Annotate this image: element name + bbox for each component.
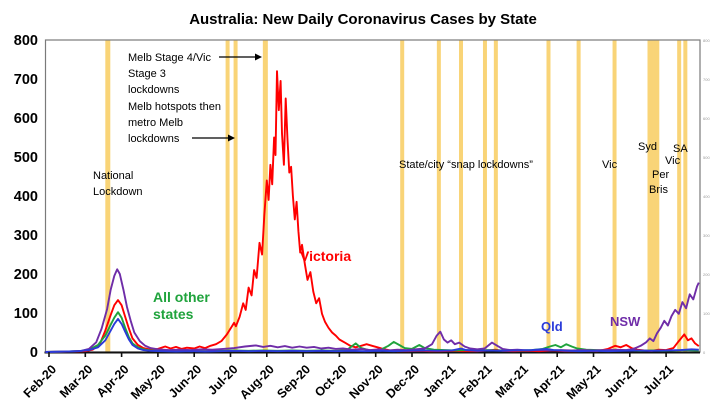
x-axis-label: Aug-20 [237,362,277,402]
series-label-qld: Qld [541,319,563,334]
y-axis-label: 300 [14,228,38,244]
right-axis-label: 700 [703,77,710,82]
lockdown-band [546,40,551,352]
lockdown-band [493,40,498,352]
right-axis-label: 0 [703,350,706,355]
lockdown-band [482,40,487,352]
series-label-all-other-states: states [153,306,194,322]
x-axis-label: Nov-20 [346,362,385,401]
series-line-qld [45,317,699,353]
annotation-vic-lockdown-jul21: Vic [665,155,681,167]
y-axis-label: 500 [14,150,38,166]
lockdown-band [105,40,111,352]
annotation-melb-hotspots-lockdowns: lockdowns [128,133,180,145]
series-label-all-other-states: All other [153,289,210,305]
y-axis-label: 0 [30,345,38,361]
lockdown-band [400,40,405,352]
x-axis-label: Oct-20 [312,362,349,399]
annotation-bris-lockdown: Bris [649,184,668,196]
x-axis-label: Mar-21 [493,362,531,400]
right-axis-label: 200 [703,272,710,277]
annotation-arrowhead [228,134,235,142]
annotation-national-lockdown: National [93,170,133,182]
x-axis-label: Jun-20 [166,362,204,400]
y-axis-label: 700 [14,72,38,88]
x-axis-label: Jan-21 [421,362,459,400]
x-axis-label: Apr-20 [94,362,132,400]
right-axis-label: 600 [703,116,710,121]
y-axis-label: 400 [14,189,38,205]
x-axis-label: Mar-20 [57,362,95,400]
lockdown-band [612,40,617,352]
lockdown-band [233,40,238,352]
x-axis-label: Jul-20 [205,362,240,397]
lockdown-band [225,40,230,352]
y-axis-label: 200 [14,267,38,283]
annotation-melb-stage4-lockdowns: lockdowns [128,84,180,96]
right-axis-label: 100 [703,311,710,316]
annotation-per-lockdown: Per [652,169,669,181]
x-axis-label: Apr-21 [529,362,567,400]
y-axis-label: 100 [14,306,38,322]
annotation-vic-lockdown-may21: Vic [602,159,618,171]
x-axis-label: Jul-21 [641,362,676,397]
x-axis-label: May-20 [128,362,168,402]
annotation-melb-stage4-lockdowns: Stage 3 [128,68,166,80]
lockdown-band [459,40,464,352]
annotation-melb-hotspots-lockdowns: Melb hotspots then [128,101,221,113]
lockdown-band [653,40,660,352]
series-line-all-other-states [45,311,699,353]
lockdown-band [677,40,682,352]
annotation-arrowhead [255,53,262,61]
right-axis-label: 300 [703,233,710,238]
x-axis-label: Dec-20 [383,362,422,401]
right-axis-label: 400 [703,194,710,199]
annotation-melb-hotspots-lockdowns: metro Melb [128,117,183,129]
lockdown-band [576,40,581,352]
x-axis-label: Sep-20 [274,362,313,401]
annotation-syd-lockdown: Syd [638,141,657,153]
x-axis-label: May-21 [564,362,604,402]
chart-title: Australia: New Daily Coronavirus Cases b… [189,11,537,28]
x-axis-label: Jun-21 [602,362,640,400]
lockdown-band [436,40,441,352]
series-line-victoria [45,70,700,353]
x-axis-label: Feb-21 [456,362,494,400]
series-label-victoria: Victoria [300,248,351,264]
series-label-nsw: NSW [610,314,641,329]
right-axis-label: 500 [703,155,710,160]
annotation-snap-lockdowns: State/city “snap lockdowns” [399,159,533,171]
annotation-melb-stage4-lockdowns: Melb Stage 4/Vic [128,52,211,64]
y-axis-label: 800 [14,33,38,49]
y-axis-label: 600 [14,111,38,127]
x-axis-label: Feb-20 [21,362,59,400]
lockdown-band [683,40,688,352]
annotation-national-lockdown: Lockdown [93,186,143,198]
right-axis-label: 800 [703,38,710,43]
lockdown-band [647,40,654,352]
annotation-sa-lockdown: SA [673,143,688,155]
series-line-nsw [45,268,700,353]
